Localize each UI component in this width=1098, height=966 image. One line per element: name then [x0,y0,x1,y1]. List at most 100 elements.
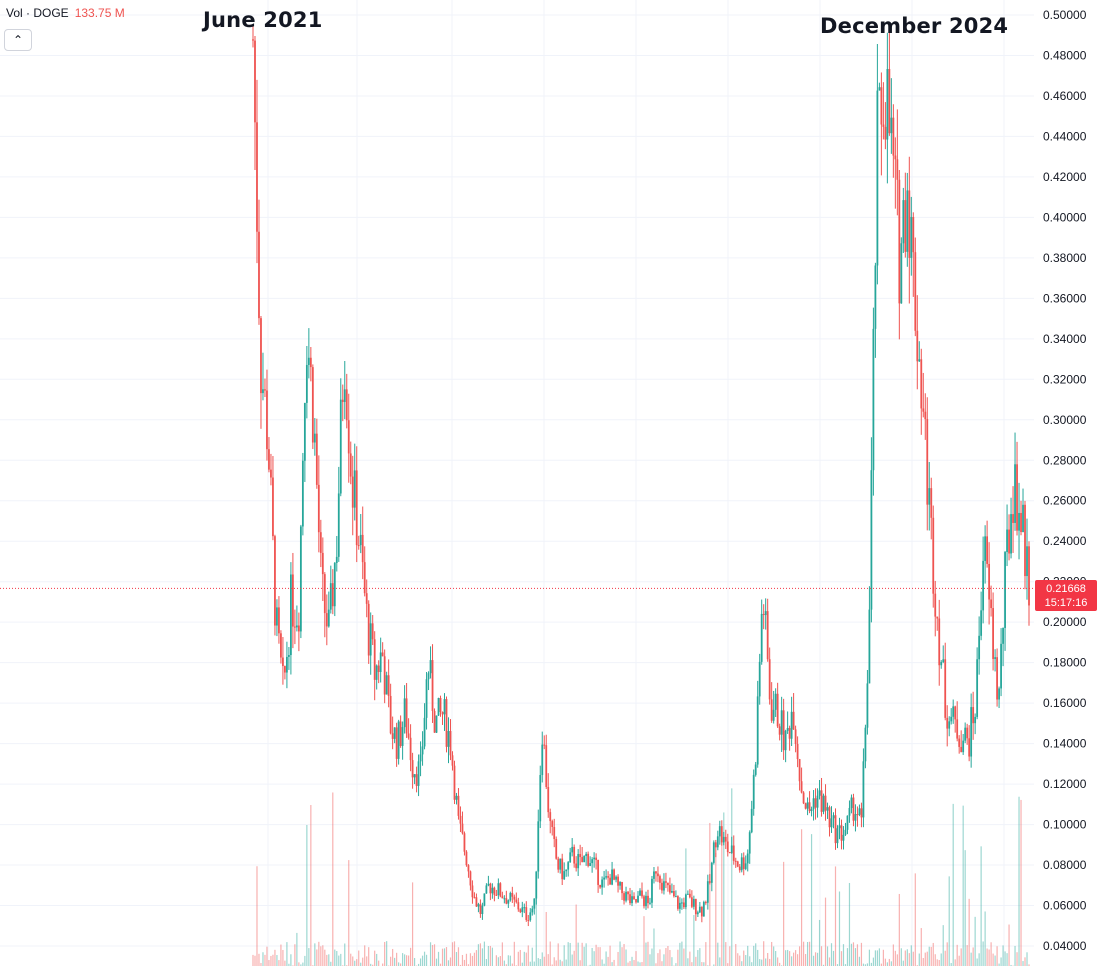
volume-bar [689,951,691,966]
volume-bar [960,948,962,966]
volume-bar [473,952,476,966]
volume-bar [886,962,888,966]
volume-bar [924,952,926,966]
candle-body [347,420,350,454]
volume-bar [755,943,757,966]
candle-body [487,883,490,886]
volume-bar [348,860,350,966]
candle-body [712,842,715,863]
volume-bar [535,870,537,966]
volume-bar [429,942,432,966]
volume-bar [779,962,781,966]
candle-body [800,781,803,793]
candle-body [684,894,687,908]
candle-body [700,906,703,917]
candle-body [641,890,643,897]
candle-body [912,216,915,253]
candlesticks [252,25,1030,927]
candle-body [293,626,296,628]
candle-body [280,633,282,658]
volume-bar [551,964,553,966]
volume-bar [581,942,583,966]
candle-body [736,861,739,867]
candle-body [567,862,570,870]
candle-body [810,809,813,812]
volume-bar [400,963,402,966]
candle-body [954,706,957,720]
candle-body [932,517,935,594]
volume-bar [485,959,487,966]
collapse-button[interactable]: ⌃ [4,29,32,51]
volume-bar [649,954,651,966]
y-tick-label: 0.32000 [1043,372,1087,386]
volume-bar [603,963,605,966]
candle-body [391,733,394,739]
candle-body [838,825,841,829]
volume-bar [920,928,922,966]
candle-body [832,815,835,819]
candle-body [858,808,861,815]
volume-bar [374,950,376,966]
candle-body [288,655,290,657]
volume-bar [360,962,362,966]
volume-bar [647,941,649,966]
volume-bar [679,942,681,966]
candle-body [445,699,448,747]
volume-bar [856,944,859,966]
candle-body [714,842,717,848]
candle-body [421,746,424,755]
volume-bar [396,952,398,966]
volume-bar [286,942,288,966]
candle-body [958,738,961,747]
candle-body [309,357,312,368]
volume-bar [938,960,940,966]
volume-bar [433,944,436,966]
candle-body [531,908,534,913]
volume-bar [384,941,386,966]
candle-body [926,419,929,505]
candle-body [918,359,921,362]
candle-body [393,727,396,739]
volume-bar [890,961,892,966]
candle-body [804,803,807,809]
volume-bar [721,839,723,966]
candle-body [663,881,665,891]
volume-bar [324,949,326,966]
volume-bar [777,957,779,966]
volume-bar [930,946,932,966]
candle-body [896,159,899,180]
candle-body [874,265,877,329]
candle-body [930,488,933,518]
price-axis[interactable]: 0.50000 0.48000 0.46000 0.44000 0.42000 0.400… [1043,8,1087,953]
candle-body [305,364,308,403]
candle-body [864,727,867,762]
candle-body [988,563,991,600]
volume-bar [974,916,976,966]
volume-bar [318,941,320,966]
volume-bar [743,950,745,966]
volume-bar [908,953,910,966]
candle-body [786,728,789,731]
y-tick-label: 0.24000 [1043,534,1087,548]
y-tick-label: 0.26000 [1043,494,1087,508]
candle-body [489,883,492,894]
volume-bar [344,943,346,966]
candle-body [690,897,693,907]
volume-bar [617,951,619,966]
volume-bar [818,919,821,966]
volume-bar [982,941,984,966]
candle-body [473,897,476,899]
volume-bar [677,949,679,966]
candle-body [539,775,542,822]
volume-bar [719,957,721,966]
volume-bar [382,963,384,966]
candle-body [828,807,831,828]
volume-bar [627,962,629,966]
candle-body [497,883,500,895]
volume-bar [936,959,938,966]
volume-bar [439,963,442,966]
volume-bar [820,946,823,966]
volume-bar [910,945,912,966]
volume-bar [316,949,318,966]
